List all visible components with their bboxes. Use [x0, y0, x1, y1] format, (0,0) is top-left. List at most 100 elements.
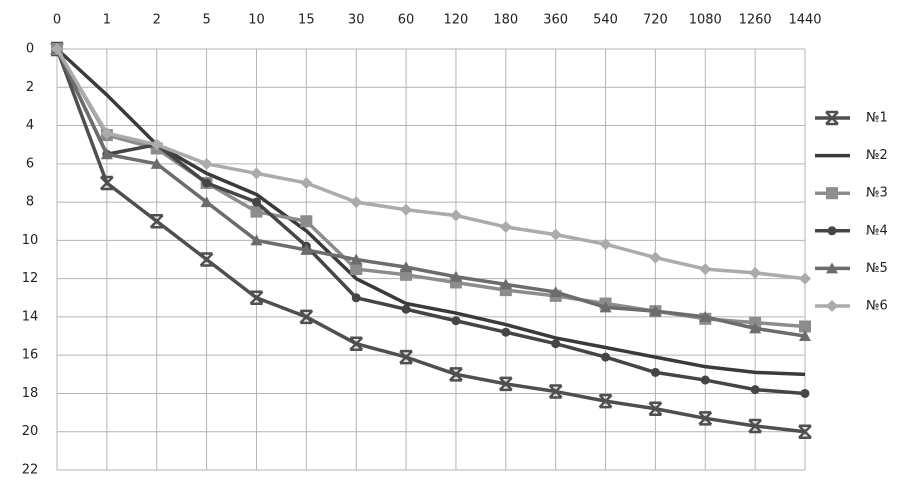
data-point	[798, 424, 812, 439]
series-line	[55, 48, 806, 434]
y-tick-label: 10	[22, 233, 39, 248]
data-point	[350, 253, 363, 265]
data-point	[551, 339, 561, 349]
data-point	[649, 251, 662, 264]
series-line	[55, 48, 806, 329]
data-point	[200, 196, 213, 208]
data-point	[200, 157, 213, 170]
data-point	[199, 252, 214, 267]
legend-label: №6	[866, 299, 888, 314]
x-tick-label: 1	[103, 13, 111, 28]
x-tick-label: 1260	[739, 13, 772, 28]
x-tick-label: 2	[153, 13, 161, 28]
data-point	[650, 367, 660, 377]
data-point	[749, 322, 762, 334]
x-tick-label: 0	[53, 13, 61, 28]
series-line	[55, 48, 806, 338]
data-point	[699, 263, 712, 276]
y-tick-label: 18	[22, 386, 39, 401]
legend-label: №5	[866, 261, 888, 276]
legend-label: №1	[866, 111, 888, 126]
x-tick-label: 360	[543, 13, 568, 28]
data-point	[601, 352, 611, 362]
data-point	[300, 215, 313, 228]
x-tick-label: 1080	[689, 13, 722, 28]
data-point	[749, 266, 762, 279]
x-tick-label: 180	[493, 13, 518, 28]
data-point	[499, 220, 512, 233]
data-point	[250, 234, 263, 246]
data-point	[599, 238, 612, 251]
data-point	[149, 213, 164, 229]
data-point	[349, 336, 364, 351]
legend-label: №2	[866, 148, 888, 163]
y-tick-label: 4	[26, 118, 34, 133]
data-point	[351, 293, 361, 303]
data-point	[800, 388, 810, 398]
x-tick-label: 540	[593, 13, 618, 28]
data-point	[250, 205, 263, 218]
data-point	[299, 309, 314, 325]
y-tick-label: 8	[26, 195, 34, 210]
data-point	[799, 330, 811, 342]
legend-label: №4	[866, 223, 888, 238]
x-tick-label: 30	[348, 13, 365, 28]
data-point	[300, 243, 313, 255]
data-point	[648, 401, 663, 417]
legend-marker	[826, 262, 838, 274]
data-point	[449, 270, 462, 282]
data-point	[799, 272, 811, 285]
data-point	[250, 167, 263, 180]
data-point	[598, 393, 613, 409]
data-point	[548, 384, 563, 399]
y-tick-label: 14	[22, 309, 39, 324]
x-tick-label: 720	[643, 13, 668, 28]
legend-label: №3	[866, 186, 888, 201]
y-tick-label: 22	[22, 463, 39, 478]
data-point	[99, 175, 114, 191]
legend-marker	[826, 300, 838, 312]
x-tick-label: 10	[248, 13, 265, 28]
series-line	[55, 47, 806, 377]
series-line	[55, 48, 806, 396]
data-point	[698, 411, 713, 426]
data-point	[150, 157, 163, 169]
data-point	[449, 209, 462, 222]
y-tick-label: 12	[22, 271, 39, 286]
data-point	[700, 375, 710, 385]
legend-marker	[825, 110, 839, 126]
data-point	[400, 261, 413, 273]
data-point	[350, 196, 363, 209]
data-point	[649, 305, 662, 317]
data-point	[498, 376, 513, 392]
data-point	[399, 349, 413, 365]
data-point	[251, 197, 261, 207]
data-point	[599, 301, 612, 313]
data-point	[100, 148, 113, 160]
data-point	[350, 263, 363, 276]
data-point	[501, 327, 511, 337]
y-tick-label: 0	[26, 42, 34, 57]
x-tick-label: 1440	[788, 13, 821, 28]
data-point	[549, 228, 562, 241]
legend-marker	[826, 187, 838, 200]
x-tick-label: 120	[444, 13, 469, 28]
y-tick-label: 20	[22, 424, 39, 439]
data-point	[202, 178, 212, 188]
data-point	[100, 127, 113, 140]
data-point	[401, 304, 411, 314]
series-line	[55, 48, 806, 281]
data-point	[748, 418, 763, 434]
data-point	[799, 320, 811, 333]
data-point	[549, 286, 562, 298]
y-tick-label: 6	[26, 156, 34, 171]
y-tick-label: 16	[22, 348, 39, 363]
data-point	[400, 203, 413, 216]
x-tick-label: 5	[202, 13, 210, 28]
data-point	[499, 278, 512, 290]
data-point	[750, 385, 760, 395]
data-point	[300, 176, 313, 189]
legend-marker	[827, 226, 837, 236]
x-tick-label: 15	[298, 13, 315, 28]
